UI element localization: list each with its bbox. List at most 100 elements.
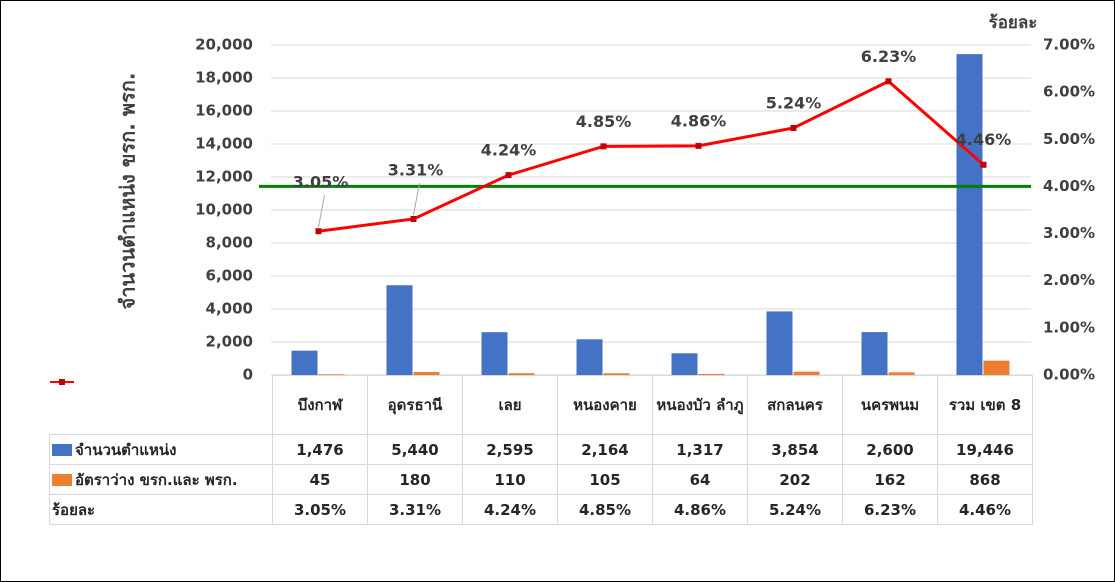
- marker: [695, 142, 702, 149]
- table-value: 45: [272, 464, 368, 495]
- table-value: 4.46%: [937, 494, 1033, 525]
- legend-swatch: [52, 444, 72, 456]
- table-value: 4.86%: [652, 494, 748, 525]
- table-value: 19,446: [937, 434, 1033, 465]
- legend-label: อัตราว่าง ขรก.และ พรก.: [75, 470, 238, 489]
- series-row: อัตราว่าง ขรก.และ พรก. 45 180 110 105 64 202 16…: [49, 464, 1033, 495]
- table-value: 6.23%: [842, 494, 938, 525]
- y-tick-label: 16,000: [195, 102, 253, 120]
- bar: [291, 350, 318, 375]
- legend-swatch: [52, 474, 72, 486]
- table-value: 3.31%: [367, 494, 463, 525]
- bar: [603, 373, 630, 375]
- y-tick-label: 4,000: [206, 300, 253, 318]
- y-axis-title: จำนวนตำแหน่ง ขรก. พรก.: [116, 73, 140, 310]
- data-label: 3.05%: [293, 173, 349, 192]
- marker: [315, 228, 322, 235]
- legend-entry: ร้อยละ: [49, 378, 273, 525]
- table-value: 5.24%: [747, 494, 843, 525]
- category-label: บึงกาฬ: [272, 375, 368, 435]
- table-value: 162: [842, 464, 938, 495]
- bar: [983, 360, 1010, 375]
- y2-tick-label: 1.00%: [1043, 318, 1095, 336]
- y-tick-label: 2,000: [206, 333, 253, 351]
- y-tick-label: 8,000: [206, 234, 253, 252]
- bar: [766, 311, 793, 375]
- legend-label: ร้อยละ: [52, 500, 96, 519]
- bar: [413, 372, 440, 375]
- table-value: 202: [747, 464, 843, 495]
- bar: [698, 373, 725, 375]
- leader-line: [318, 195, 325, 228]
- marker: [885, 78, 892, 85]
- table-value: 4.24%: [462, 494, 558, 525]
- table-value: 2,600: [842, 434, 938, 465]
- table-value: 64: [652, 464, 748, 495]
- line: [318, 79, 985, 233]
- y-tick-label: 12,000: [195, 168, 253, 186]
- data-label: 4.86%: [671, 111, 727, 130]
- category-label: หนองคาย: [557, 375, 653, 435]
- table-value: 2,595: [462, 434, 558, 465]
- marker: [790, 124, 797, 131]
- category-label: นครพนม: [842, 375, 938, 435]
- data-table: บึงกาฬ อุดรธานี เลย หนองคาย หนองบัว ลำภู สกลน…: [49, 375, 1033, 525]
- y-tick-label: 0: [243, 366, 253, 384]
- legend-entry: อัตราว่าง ขรก.และ พรก.: [49, 464, 273, 495]
- table-value: 105: [557, 464, 653, 495]
- swatch-marker: [58, 378, 65, 385]
- bar: [861, 332, 888, 375]
- category-label: อุดรธานี: [367, 375, 463, 435]
- blank-cell: [49, 375, 273, 435]
- data-label: 6.23%: [861, 47, 917, 66]
- data-label: 4.24%: [481, 141, 537, 160]
- leader-line: [413, 182, 420, 216]
- marker: [980, 161, 987, 168]
- data-label: 3.31%: [388, 160, 444, 179]
- table-value: 3,854: [747, 434, 843, 465]
- y2-tick-label: 3.00%: [1043, 224, 1095, 242]
- y2-tick-label: 2.00%: [1043, 271, 1095, 289]
- y-tick-label: 20,000: [195, 36, 253, 54]
- table-value: 868: [937, 464, 1033, 495]
- table-value: 1,476: [272, 434, 368, 465]
- category-label: เลย: [462, 375, 558, 435]
- marker: [505, 172, 512, 179]
- y2-tick-label: 6.00%: [1043, 83, 1095, 101]
- table-value: 180: [367, 464, 463, 495]
- data-label: 4.85%: [576, 112, 632, 131]
- bar: [956, 54, 983, 376]
- y2-tick-label: 4.00%: [1043, 177, 1095, 195]
- data-label: 4.46%: [956, 130, 1012, 149]
- data-label: 5.24%: [766, 93, 822, 112]
- table-value: 3.05%: [272, 494, 368, 525]
- y-tick-label: 18,000: [195, 69, 253, 87]
- table-value: 4.85%: [557, 494, 653, 525]
- header-row: บึงกาฬ อุดรธานี เลย หนองคาย หนองบัว ลำภู สกลน…: [49, 375, 1033, 435]
- y2-tick-label: 0.00%: [1043, 366, 1095, 384]
- y-tick-label: 14,000: [195, 135, 253, 153]
- legend-label: จำนวนตำแหน่ง: [75, 440, 177, 459]
- bar: [576, 339, 603, 375]
- table-value: 2,164: [557, 434, 653, 465]
- legend-swatch: [49, 378, 74, 385]
- series-row: จำนวนตำแหน่ง 1,476 5,440 2,595 2,164 1,317 3,8…: [49, 434, 1033, 465]
- bar: [481, 332, 508, 375]
- marker: [410, 215, 417, 222]
- category-label: รวม เขต 8: [937, 375, 1033, 435]
- category-label: หนองบัว ลำภู: [652, 375, 748, 435]
- legend-entry: จำนวนตำแหน่ง: [49, 434, 273, 465]
- bar: [386, 285, 413, 375]
- y2-axis-title: ร้อยละ: [989, 13, 1038, 33]
- series-row: ร้อยละ 3.05% 3.31% 4.24% 4.85% 4.86% 5.24% 6.23…: [49, 378, 1033, 525]
- table-value: 110: [462, 464, 558, 495]
- category-label: สกลนคร: [747, 375, 843, 435]
- bar: [318, 374, 345, 375]
- bar: [793, 371, 820, 375]
- y2-tick-label: 7.00%: [1043, 36, 1095, 54]
- bar: [508, 373, 535, 375]
- bar: [888, 372, 915, 375]
- bar: [671, 353, 698, 375]
